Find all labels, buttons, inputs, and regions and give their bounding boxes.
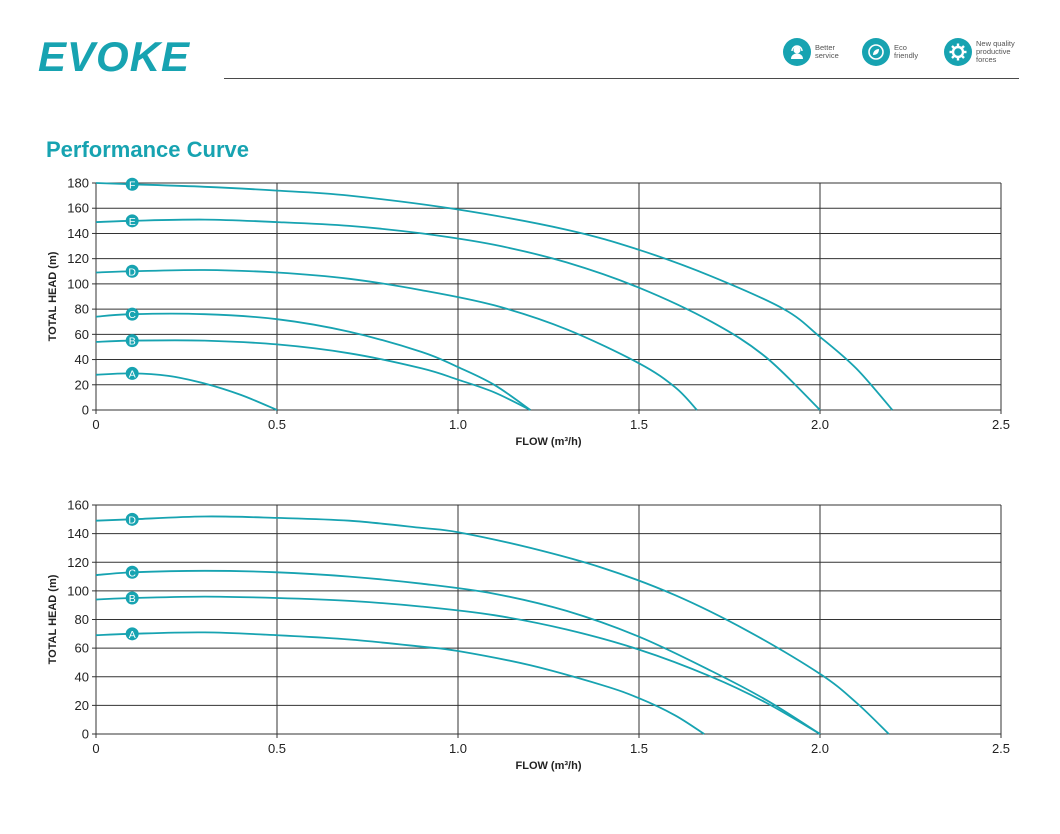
y-tick-label: 120 [67,555,89,570]
y-tick-label: 60 [75,327,89,342]
y-tick-label: 20 [75,698,89,713]
y-tick-label: 60 [75,641,89,656]
badge-label: New quality productive forces [976,39,1015,64]
y-tick-label: 120 [67,251,89,266]
x-tick-label: 2.5 [992,417,1010,432]
series-line-c [95,312,531,411]
series-label-a: A [129,629,136,641]
series-line-d [95,269,698,411]
badge-eco-friendly: Eco friendly [862,38,950,66]
series-line-a [95,631,705,735]
series-marker-a [125,366,139,380]
series-line-f [95,182,894,411]
header-divider [224,78,1019,79]
badge-label: Better service [815,43,839,60]
performance-chart-2: 0 20 40 60 80 100 120 140 160 0 0.5 1.0 1.5 2.0 2.5 FLO… [47,498,1010,773]
series-label-d: D [128,266,136,278]
x-tick-label: 1.0 [449,741,467,756]
series-label-f: F [129,179,135,191]
series-label-e: E [129,216,136,228]
series-label-b: B [129,336,136,348]
y-tick-label: 160 [67,498,89,513]
y-tick-label: 160 [67,201,89,216]
series-label-c: C [128,567,136,579]
series-marker-d [125,512,139,526]
x-axis-label: FLOW (m³/h) [516,760,582,772]
x-tick-label: 0.5 [268,741,286,756]
y-axis-label: TOTAL HEAD (m) [47,574,59,664]
series-marker-b [125,334,139,348]
x-tick-label: 2.5 [992,741,1010,756]
series-marker-b [125,591,139,605]
series-marker-c [125,307,139,321]
section-title: Performance Curve [46,137,249,162]
brand-logo: EVOKE [38,33,191,80]
series-line-b [95,595,821,735]
series-line-b [95,339,531,411]
x-tick-label: 0 [92,417,99,432]
series-label-a: A [129,368,136,380]
series-marker-c [125,565,139,579]
series-line-c [95,569,821,735]
performance-chart-1: 0 20 40 60 80 100 120 140 160 180 0 0.5 1.0 1.5 2.0 2.5… [47,176,1010,449]
x-tick-label: 1.5 [630,741,648,756]
series-marker-f [125,177,139,191]
x-tick-label: 1.0 [449,417,467,432]
x-tick-label: 2.0 [811,417,829,432]
y-tick-label: 40 [75,352,89,367]
y-tick-label: 40 [75,669,89,684]
series-line-a [95,372,278,411]
badge-better-service: Better service [783,38,871,66]
y-axis-label: TOTAL HEAD (m) [47,251,59,341]
gear-icon [944,38,972,66]
y-tick-label: 180 [67,176,89,191]
y-tick-label: 100 [67,583,89,598]
x-axis-label: FLOW (m³/h) [516,436,582,448]
series-line-e [95,218,821,411]
series-marker-a [125,627,139,641]
series-label-b: B [129,593,136,605]
headset-icon [783,38,811,66]
x-tick-label: 1.5 [630,417,648,432]
x-tick-label: 2.0 [811,741,829,756]
y-tick-label: 20 [75,377,89,392]
y-tick-label: 80 [75,612,89,627]
x-tick-label: 0.5 [268,417,286,432]
series-marker-d [125,264,139,278]
series-label-d: D [128,514,136,526]
y-tick-label: 0 [82,727,89,742]
y-tick-label: 140 [67,526,89,541]
badge-new-quality: New quality productive forces [944,38,1032,66]
series-line-d [95,515,890,735]
y-tick-label: 80 [75,302,89,317]
y-tick-label: 0 [82,403,89,418]
leaf-icon [862,38,890,66]
series-label-c: C [128,309,136,321]
badge-label: Eco friendly [894,43,919,60]
x-tick-label: 0 [92,741,99,756]
series-marker-e [125,214,139,228]
y-tick-label: 140 [67,226,89,241]
y-tick-label: 100 [67,276,89,291]
